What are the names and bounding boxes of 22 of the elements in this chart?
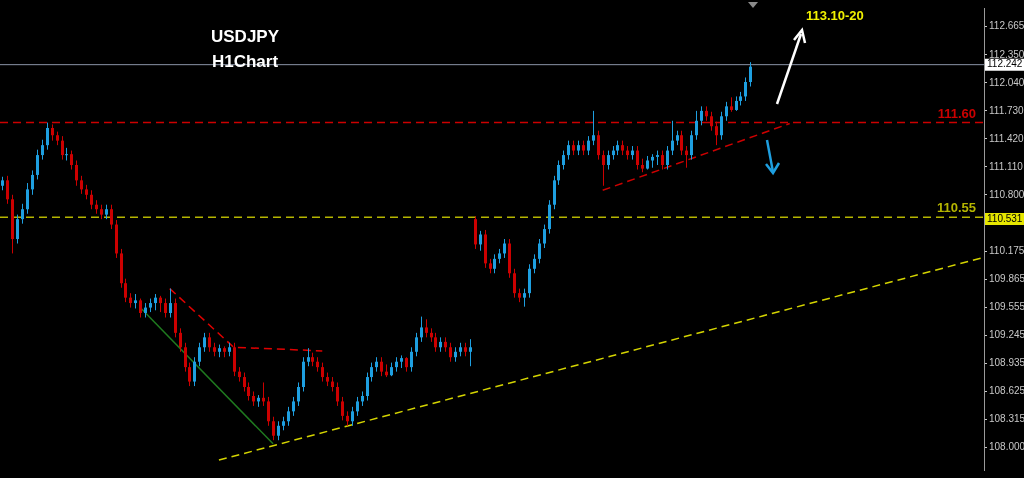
annotation: 113.10-20	[806, 7, 864, 23]
y-tick-label: 108.000	[989, 441, 1024, 453]
y-tick-label: 109.555	[989, 300, 1024, 312]
y-tick-label: 109.865	[989, 272, 1024, 284]
y-tick-label: 108.315	[989, 412, 1024, 424]
y-tick-label: 110.175	[989, 244, 1024, 256]
y-tick-label: 110.800	[989, 188, 1024, 200]
y-tick-label: 109.245	[989, 328, 1024, 340]
ref-line-label: 111.60	[937, 105, 976, 121]
ref-line-label: 112.242	[987, 58, 1023, 70]
y-tick-label: 112.665	[989, 20, 1024, 32]
ref-line-label: 110.55	[936, 200, 976, 216]
annotation: 110.531	[987, 212, 1023, 224]
y-tick-label: 111.110	[989, 160, 1024, 172]
y-tick-label: 111.730	[989, 104, 1024, 116]
y-tick-label: 112.350	[989, 48, 1024, 60]
y-tick-label: 108.935	[989, 356, 1024, 368]
text: USDJPY	[210, 26, 280, 48]
text: H1Chart	[210, 51, 280, 73]
y-tick-label: 108.625	[989, 384, 1024, 396]
y-tick-label: 112.040	[989, 76, 1024, 88]
y-tick-label: 111.420	[989, 132, 1024, 144]
